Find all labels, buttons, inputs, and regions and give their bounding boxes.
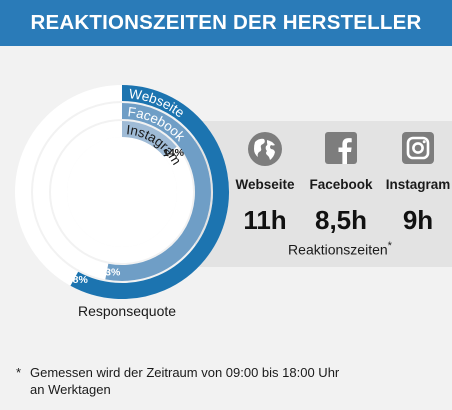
ring-value-webseite: 58% [67, 274, 89, 286]
ring-center [67, 137, 177, 247]
globe-icon [248, 132, 282, 166]
footnote-star: * [16, 365, 22, 380]
footnote-line-1: Gemessen wird der Zeitraum von 09:00 bis… [30, 365, 340, 380]
ring-bar-instagram [121, 121, 177, 158]
reaction-time-webseite: 11h [243, 205, 287, 235]
reaction-time-instagram: 9h [402, 205, 434, 235]
ring-value-instagram: 14% [163, 147, 185, 159]
reaction-time-facebook: 8,5h [314, 205, 368, 235]
platform-facebook: Facebook 8,5h [306, 131, 376, 235]
header-bar: REAKTIONSZEITEN DER HERSTELLER [0, 0, 452, 46]
page-title: REAKTIONSZEITEN DER HERSTELLER [30, 11, 422, 34]
platform-name-instagram: Instagram [385, 177, 451, 192]
footnote-line-2: an Werktagen [30, 382, 111, 397]
ring-value-facebook: 53% [99, 267, 121, 279]
instagram-icon [402, 132, 434, 164]
ring-bar-facebook [105, 103, 211, 281]
footnote: * Gemessen wird der Zeitraum von 09:00 b… [16, 364, 436, 398]
response-rate-label: Responsequote [77, 303, 177, 319]
footnote-marker: * [387, 240, 392, 252]
platform-name-facebook: Facebook [309, 177, 373, 192]
ring-bar-webseite [70, 85, 230, 299]
facebook-icon [325, 132, 357, 164]
reaction-times-label: Reaktionszeiten* [288, 240, 392, 258]
platform-name-webseite: Webseite [235, 177, 295, 192]
platform-webseite: Webseite 11h [230, 131, 300, 235]
platform-instagram: Instagram 9h [383, 131, 452, 235]
